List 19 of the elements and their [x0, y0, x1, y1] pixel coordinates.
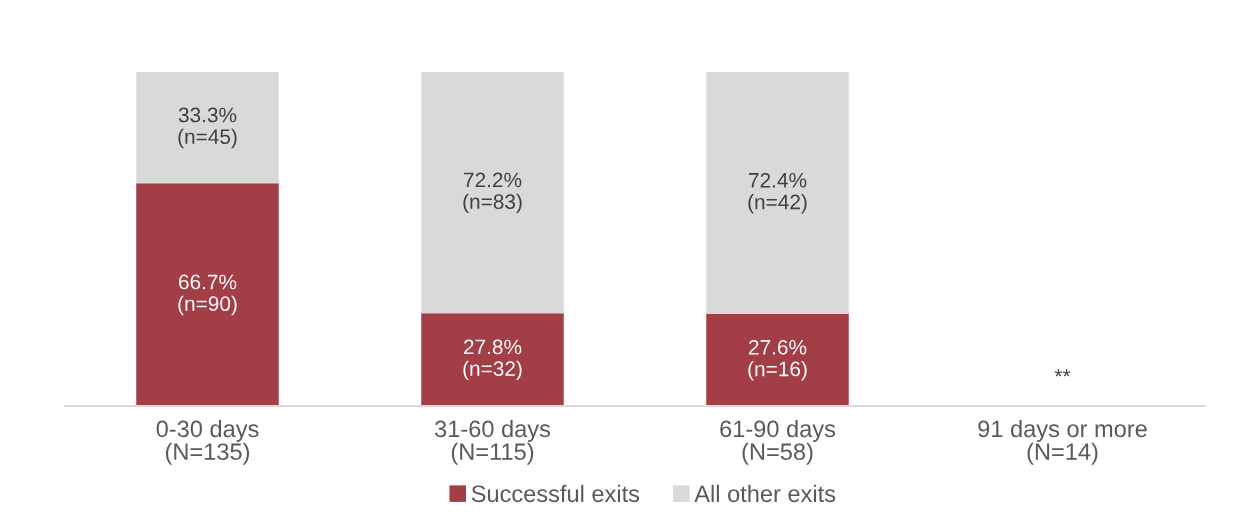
- bar: [706, 313, 849, 406]
- annotation: **: [1054, 369, 1071, 377]
- x-tick-label: 91 days or more (N=14): [978, 419, 1147, 465]
- bar: [706, 72, 849, 314]
- data-label: 72.4% (n=42): [748, 172, 807, 214]
- x-tick-label: 31-60 days (N=115): [434, 419, 551, 465]
- data-label: 27.8% (n=32): [463, 339, 522, 381]
- x-tick-label: 61-90 days (N=58): [720, 419, 836, 465]
- bar: [421, 313, 564, 406]
- legend-label: All other exits: [694, 484, 836, 503]
- data-label: 27.6% (n=16): [748, 339, 807, 381]
- legend-label: Successful exits: [471, 484, 640, 503]
- data-label: 33.3% (n=45): [178, 107, 237, 149]
- data-label: 72.2% (n=83): [463, 172, 522, 214]
- data-label: 66.7% (n=90): [178, 274, 237, 316]
- bar: [136, 183, 279, 406]
- x-tick-label: 0-30 days (N=135): [156, 419, 259, 465]
- bar: [421, 72, 564, 314]
- bar: [136, 72, 279, 184]
